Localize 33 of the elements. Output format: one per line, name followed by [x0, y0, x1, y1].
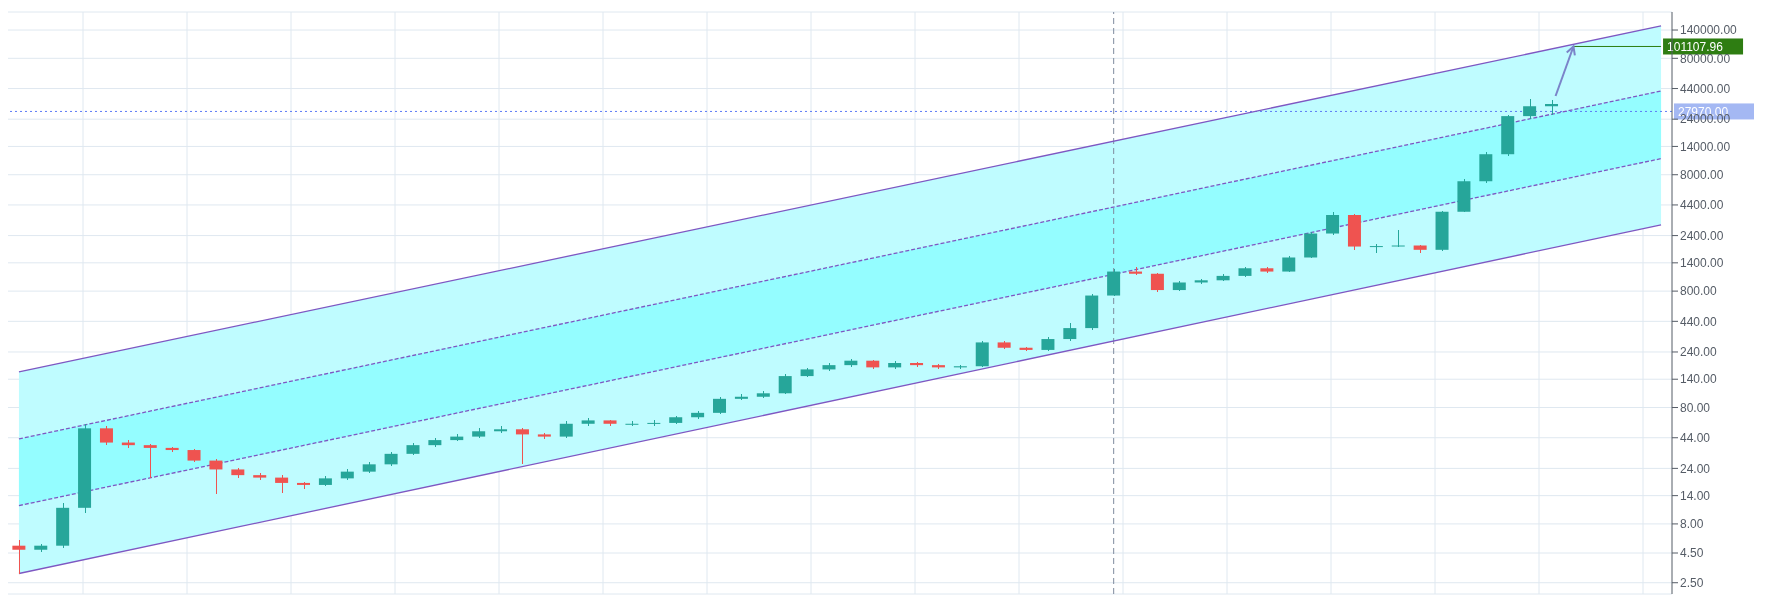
- y-tick-label: 4.50: [1680, 546, 1704, 561]
- candlestick: [975, 340, 989, 368]
- candlestick: [778, 373, 792, 395]
- candlestick: [12, 539, 26, 575]
- candlestick: [1150, 272, 1164, 293]
- y-tick-label: 44000.00: [1680, 81, 1731, 96]
- candlestick: [99, 424, 113, 446]
- y-tick-label: 8000.00: [1680, 167, 1724, 182]
- y-tick-label: 14.00: [1680, 488, 1711, 503]
- candlestick: [1304, 230, 1318, 259]
- candlestick: [209, 458, 223, 495]
- y-tick-label: 800.00: [1680, 284, 1718, 299]
- candlestick: [1063, 321, 1077, 342]
- y-tick-label: 2.50: [1680, 575, 1704, 590]
- candlestick: [143, 443, 157, 479]
- y-tick-label: 14000.00: [1680, 139, 1731, 154]
- y-tick-label: 240.00: [1680, 345, 1718, 360]
- y-tick-label: 80000.00: [1680, 51, 1731, 66]
- ref-line-label: 101107.96: [1667, 39, 1724, 54]
- candlestick: [1326, 211, 1340, 236]
- y-tick-label: 80.00: [1680, 400, 1711, 415]
- y-tick-label: 440.00: [1680, 314, 1718, 329]
- y-tick-label: 1400.00: [1680, 256, 1724, 271]
- y-tick-label: 44.00: [1680, 431, 1711, 445]
- y-tick-label: 24.00: [1680, 461, 1711, 476]
- y-tick-label: 4400.00: [1680, 198, 1724, 213]
- y-tick-label: 140.00: [1680, 372, 1718, 387]
- candlestick: [1523, 98, 1537, 120]
- candlestick: [1107, 267, 1121, 298]
- candlestick: [515, 427, 529, 465]
- y-tick-label: 140000.00: [1680, 23, 1738, 38]
- y-tick-label: 8.00: [1680, 517, 1704, 532]
- y-tick-label: 2400.00: [1680, 228, 1724, 243]
